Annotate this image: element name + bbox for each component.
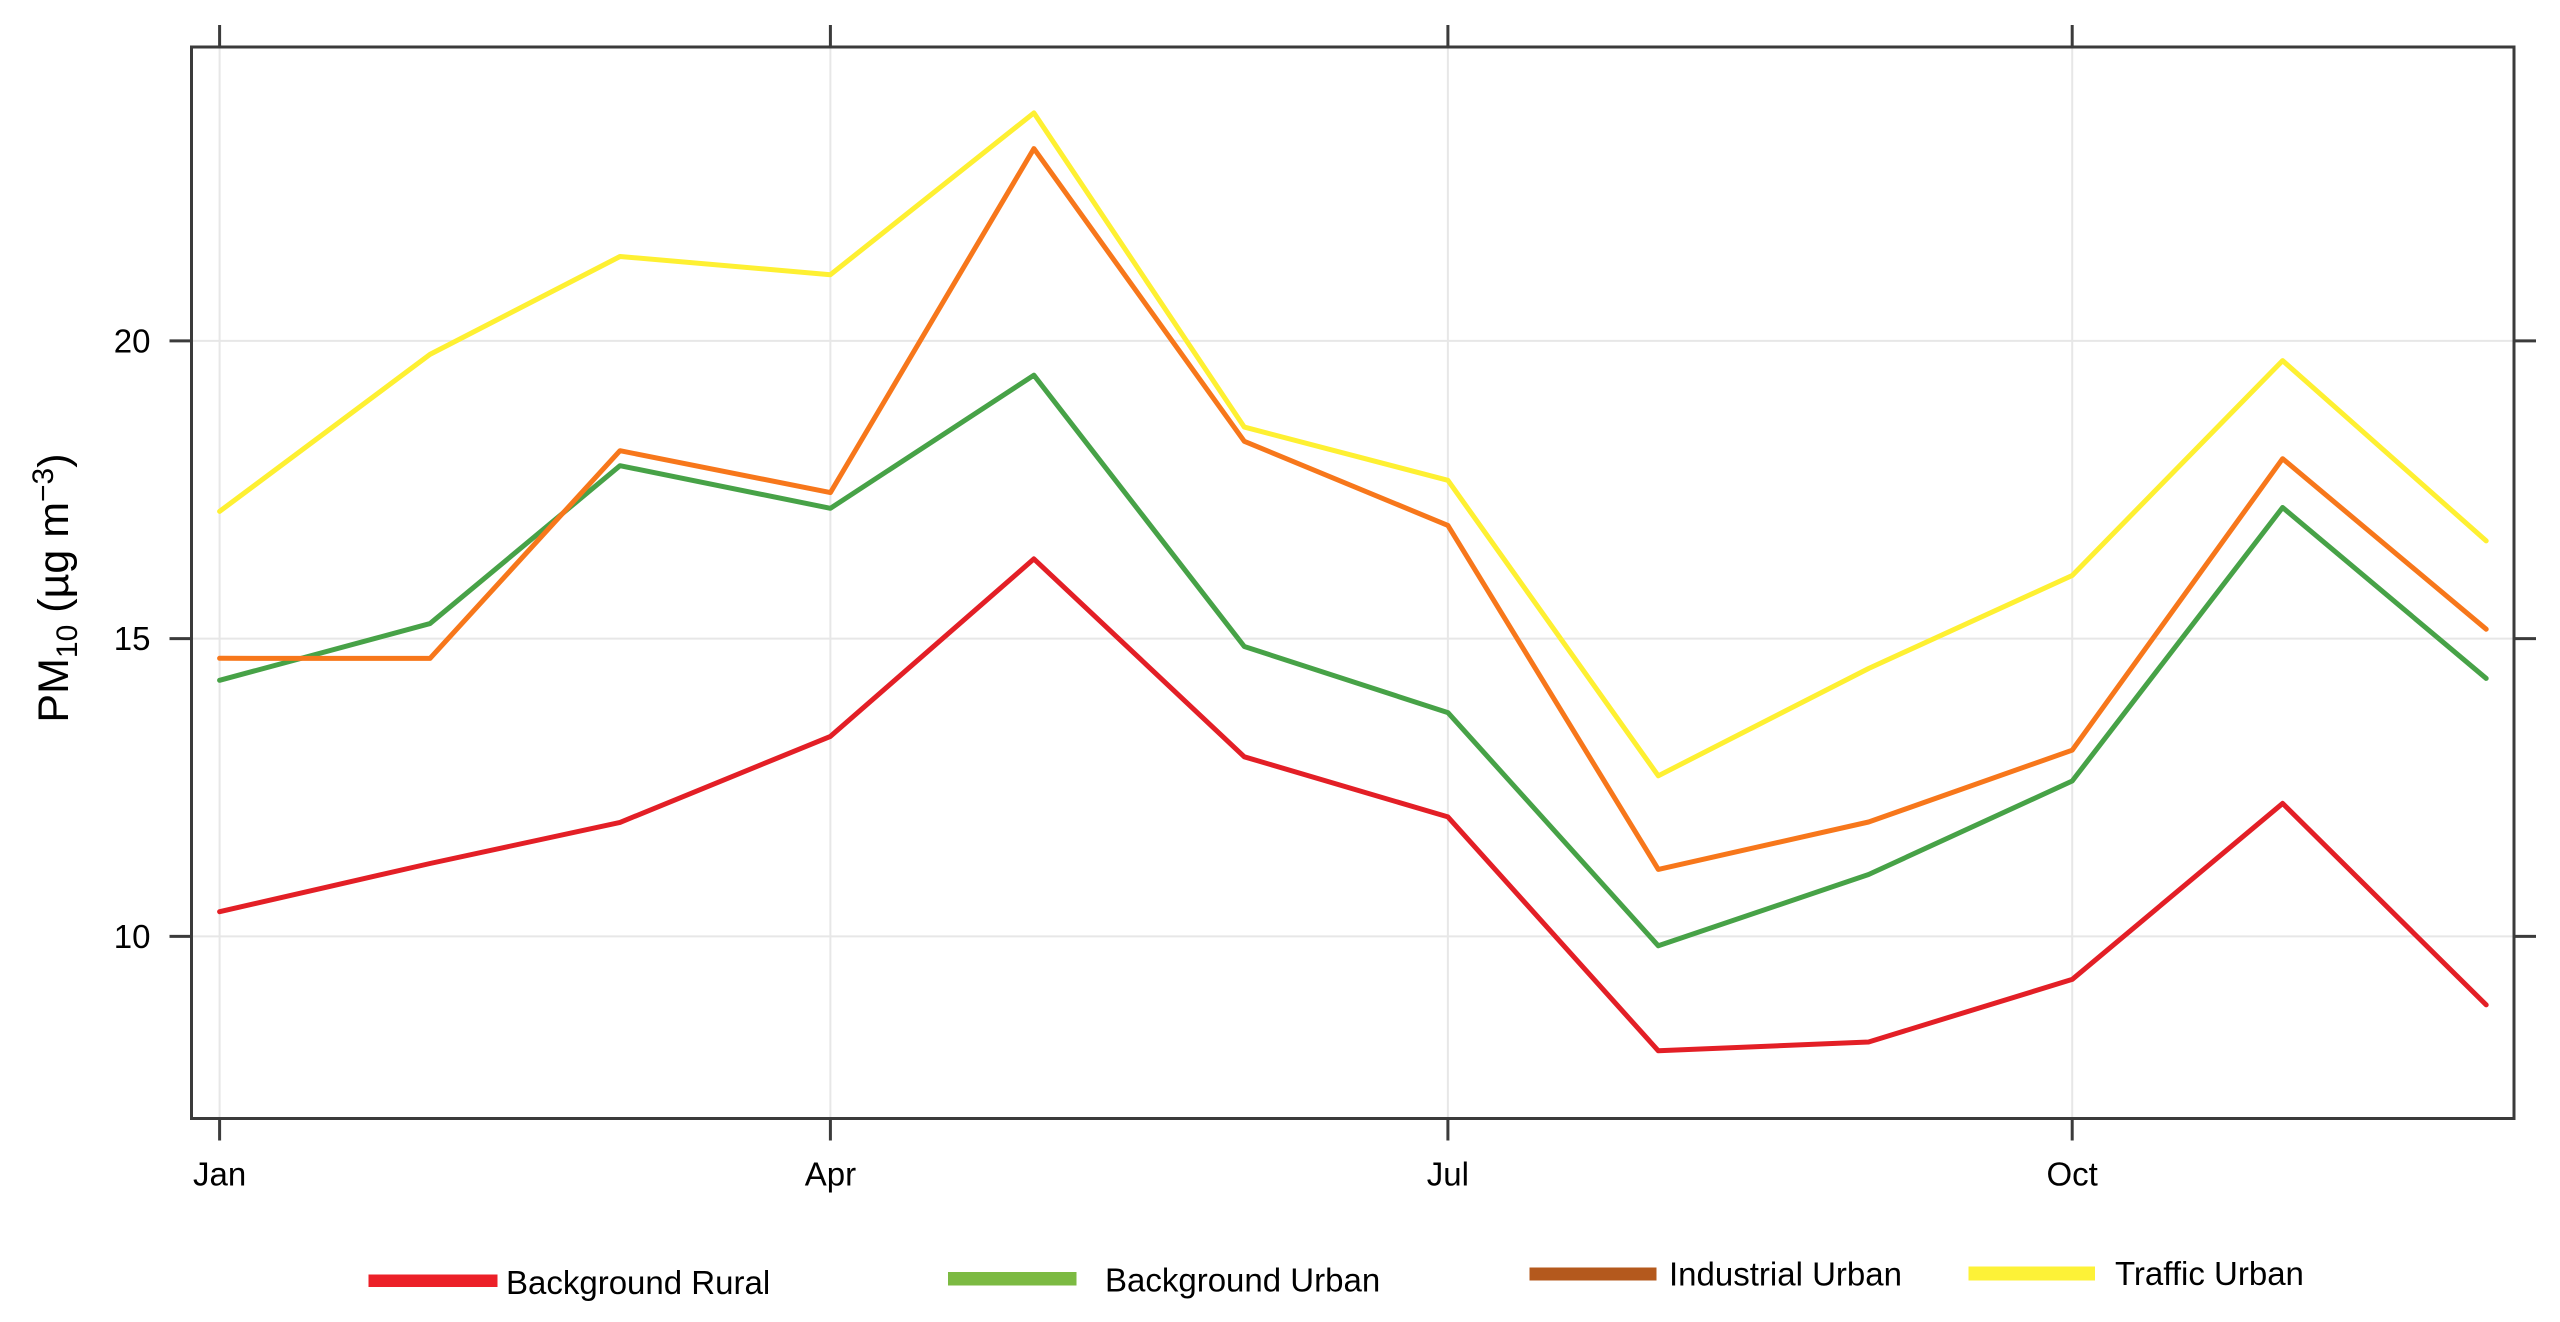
svg-text:Jan: Jan (193, 1156, 246, 1193)
svg-text:Oct: Oct (2047, 1156, 2098, 1193)
svg-text:Industrial Urban: Industrial Urban (1669, 1255, 1902, 1292)
svg-text:Apr: Apr (805, 1156, 856, 1193)
svg-text:15: 15 (114, 620, 151, 657)
svg-text:Traffic Urban: Traffic Urban (2115, 1255, 2304, 1292)
svg-text:20: 20 (114, 322, 151, 359)
svg-text:Background Rural: Background Rural (506, 1264, 770, 1301)
svg-text:10: 10 (114, 918, 151, 955)
svg-text:Background Urban: Background Urban (1105, 1262, 1380, 1299)
svg-text:Jul: Jul (1427, 1156, 1469, 1193)
